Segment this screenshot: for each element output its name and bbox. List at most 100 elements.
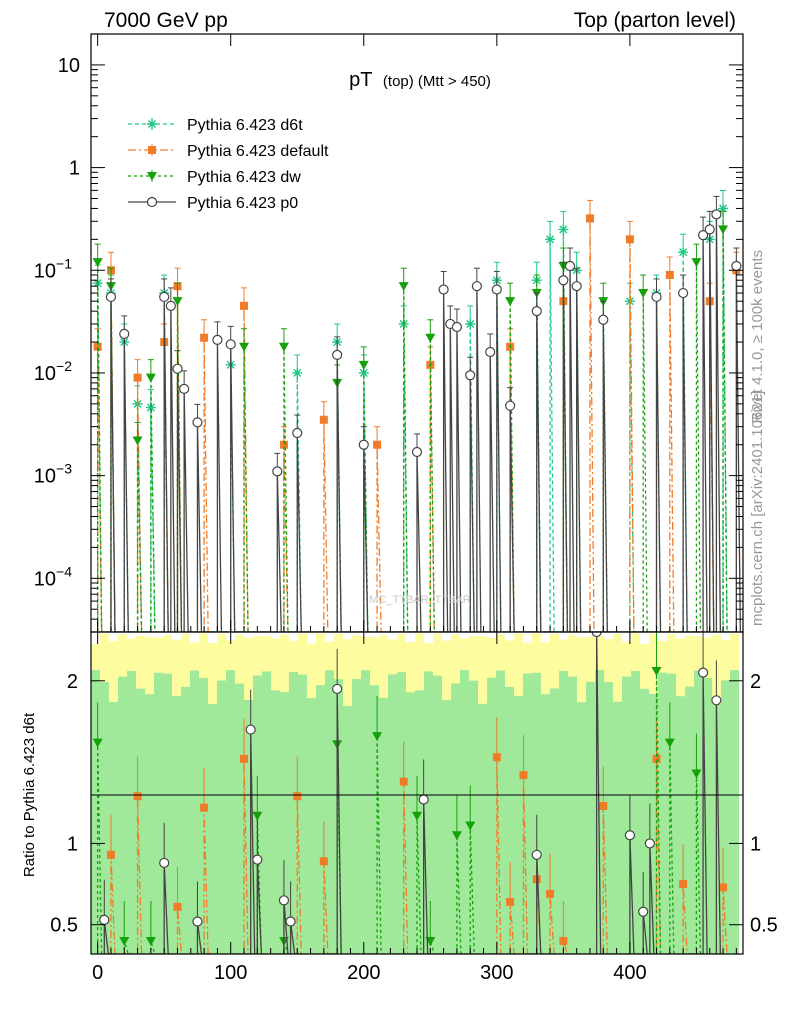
x-tick-label: 0 (92, 962, 103, 984)
ratio-point (711, 695, 722, 706)
ratio-band-green (676, 696, 685, 954)
ratio-point (145, 936, 156, 946)
ratio-band-green (478, 703, 487, 954)
data-point (571, 281, 582, 292)
ratio-line (103, 632, 722, 954)
ratio-band-green (559, 670, 568, 954)
ratio-point (332, 683, 343, 695)
data-point (292, 427, 303, 439)
ratio-band-green (631, 670, 640, 954)
x-tick-label: 100 (214, 962, 247, 984)
data-point (585, 214, 594, 223)
y-tick-exponent: −2 (56, 358, 72, 374)
ratio-tick-label-right: 2 (750, 671, 761, 693)
ratio-band-green (496, 670, 505, 954)
ratio-point (99, 914, 110, 925)
data-point (465, 318, 476, 329)
ratio-point (285, 916, 296, 927)
data-point (451, 321, 463, 333)
ratio-band-green (730, 670, 739, 954)
series-circle (105, 195, 742, 632)
ratio-band-green (352, 679, 361, 954)
ratio-band-green (640, 688, 649, 954)
ratio-band-green (262, 671, 271, 954)
data-point (545, 234, 556, 245)
ratio-tick-label-right: 0.5 (750, 915, 778, 937)
data-point (598, 314, 609, 325)
main-series (92, 189, 742, 632)
chart-title: pT (top) (Mtt > 450) (349, 69, 491, 91)
ratio-point (418, 794, 429, 805)
data-point (558, 275, 569, 286)
series-star (92, 189, 729, 632)
ratio-point (106, 850, 115, 859)
ratio-y-axis-label: Ratio to Pythia 6.423 d6t (21, 712, 38, 877)
ratio-band-green (118, 676, 127, 954)
y-tick-base: 10 (34, 260, 56, 282)
series-triangle (92, 210, 729, 632)
ratio-band-green (451, 683, 460, 954)
data-point (119, 328, 130, 340)
y-tick-label: 10−4 (34, 563, 72, 590)
data-point (704, 224, 715, 235)
y-tick-label: 10 (58, 55, 80, 77)
y-tick-label: 10−1 (34, 255, 72, 282)
header-left-title: 7000 GeV pp (104, 9, 228, 32)
ratio-point (133, 792, 142, 801)
ratio-band-green (514, 695, 523, 954)
data-point (278, 342, 289, 352)
ratio-point (451, 831, 462, 841)
ratio-band-green (235, 683, 244, 954)
legend-marker (147, 172, 157, 181)
data-point (398, 282, 409, 292)
data-point (665, 270, 674, 279)
data-point (292, 367, 303, 378)
ratio-band-green (469, 680, 478, 954)
data-point (332, 349, 343, 360)
legend-label: Pythia 6.423 d6t (187, 117, 303, 134)
y-tick-label: 1 (69, 158, 80, 180)
ratio-band-green (532, 672, 541, 954)
ratio-band-green (154, 672, 163, 954)
ratio-point (319, 857, 328, 866)
legend-item: Pythia 6.423 default (128, 143, 329, 160)
ratio-tick-label-left: 1 (67, 833, 78, 855)
data-point (145, 373, 156, 383)
y-tick-base: 10 (34, 568, 56, 590)
ratio-band-green (289, 671, 298, 954)
ratio-series-circle (99, 632, 722, 954)
ratio-band-green (577, 702, 586, 954)
ratio-point (278, 895, 290, 906)
ratio-band-green (613, 701, 622, 954)
ratio-tick-label-left: 0.5 (50, 915, 78, 937)
ratio-point (173, 902, 182, 911)
y-tick-exponent: −1 (56, 255, 72, 271)
ratio-band-green (415, 690, 424, 954)
ratio-band-green (244, 699, 253, 954)
y-tick-base: 10 (58, 55, 80, 77)
legend: Pythia 6.423 d6t Pythia 6.423 default Pyth… (128, 117, 329, 212)
data-point (165, 300, 176, 311)
ratio-point (664, 738, 675, 748)
data-point (438, 284, 449, 295)
ratio-tick-label-right: 1 (750, 833, 761, 855)
chart-title-sub: (top) (Mtt > 450) (383, 73, 491, 90)
data-point (678, 247, 689, 258)
ratio-band-green (397, 672, 406, 954)
ratio-point (651, 667, 662, 677)
data-point (172, 363, 183, 374)
legend-label: Pythia 6.423 dw (187, 169, 301, 186)
data-point (531, 306, 542, 317)
ratio-point (192, 916, 203, 927)
ratio-band-green (343, 705, 352, 954)
ratio-point (599, 802, 608, 811)
ratio-point (679, 880, 688, 889)
data-point (491, 284, 502, 295)
ratio-band-green (325, 670, 334, 954)
ratio-band-green (523, 673, 532, 954)
data-point (319, 415, 328, 424)
ratio-band-green (226, 670, 235, 954)
ratio-band-green (550, 688, 559, 954)
data-point (373, 440, 382, 449)
